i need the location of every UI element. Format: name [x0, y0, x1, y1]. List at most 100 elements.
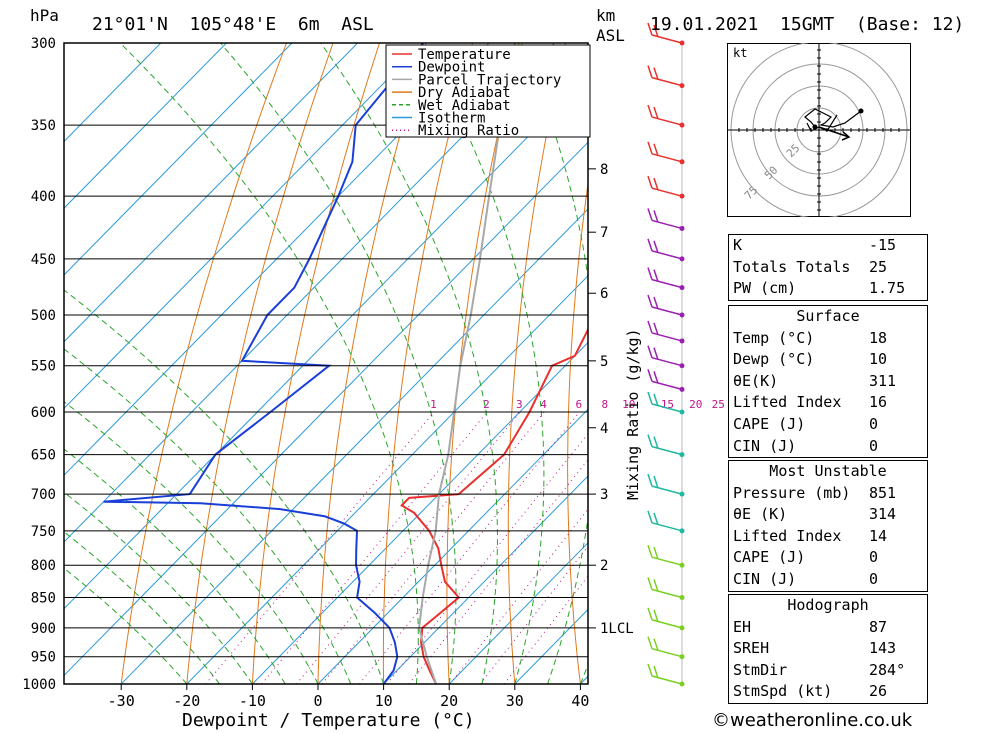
- most-unstable-row: CAPE (J) 0: [733, 548, 879, 567]
- plot-frame: [63, 42, 589, 685]
- wind-barb-dot: [679, 562, 685, 568]
- mixing-ratio-line: [359, 411, 580, 684]
- wind-barb-feather: [653, 579, 659, 592]
- mixing-ratio-line: [296, 411, 521, 684]
- wind-barb-feather: [653, 210, 659, 223]
- wind-barb-dot: [679, 256, 685, 262]
- wind-barb-dot: [679, 225, 685, 231]
- wet-adiabat-line: [320, 43, 499, 684]
- dry-adiabat-line: [681, 25, 712, 684]
- wind-barb-dot: [679, 312, 685, 318]
- wind-barb-dot: [679, 654, 685, 660]
- surface-row: θE(K) 311: [733, 371, 897, 390]
- wet-adiabat-line: [64, 491, 253, 684]
- wet-adiabat-line: [219, 43, 457, 684]
- legend-label: Wet Adiabat: [418, 98, 511, 114]
- wind-barb-feather: [653, 143, 659, 157]
- wind-barb-staff: [651, 187, 683, 197]
- wind-barb-dot: [679, 528, 685, 534]
- hodograph-row: StmDir 284°: [733, 660, 906, 679]
- wind-barb-feather: [653, 393, 659, 407]
- wind-barb-feather: [653, 269, 659, 282]
- wind-barb-feather: [653, 322, 659, 336]
- mixing-ratio-tick-label: 25: [712, 398, 725, 411]
- surface-row: Lifted Index 16: [733, 393, 888, 412]
- legend-label: Isotherm: [418, 111, 485, 127]
- dry-adiabat-line: [120, 43, 288, 684]
- dry-adiabat-line: [186, 43, 334, 684]
- wind-barb-feather: [647, 636, 653, 649]
- most-unstable-row: CIN (J) 0: [733, 569, 879, 588]
- hodograph-start-dot: [812, 124, 818, 130]
- series-line-dewpoint: [103, 43, 424, 684]
- km-label: km: [596, 6, 616, 25]
- wind-barb-staff: [651, 380, 683, 391]
- wind-barb-dot: [679, 193, 685, 199]
- km-tick-label: 2: [600, 558, 608, 574]
- x-tick-label: 40: [571, 692, 589, 710]
- pressure-tick-label: 350: [31, 118, 56, 134]
- wind-barb-feather: [647, 65, 653, 78]
- legend-label: Temperature: [418, 47, 511, 63]
- wind-barb-feather: [653, 475, 659, 489]
- dry-adiabat-line: [382, 43, 474, 684]
- wind-barb-staff: [651, 278, 683, 289]
- wind-barb-feather: [647, 473, 653, 487]
- wind-barb-dot: [679, 159, 685, 165]
- pressure-tick-label: 800: [31, 558, 56, 574]
- most-unstable-title: Most Unstable: [769, 462, 887, 480]
- wind-barb-staff: [651, 219, 683, 230]
- series-line-temperature: [400, 327, 588, 684]
- hodograph-end-dot: [858, 108, 864, 114]
- wind-barb-feather: [647, 104, 653, 118]
- wind-barb-feather: [653, 512, 659, 526]
- wind-barb-dot: [679, 40, 685, 46]
- wind-barb-feather: [653, 665, 659, 679]
- km-tick-label: 4: [600, 421, 608, 437]
- isotherm-line: [64, 74, 588, 610]
- wind-barb-staff: [651, 445, 683, 456]
- isotherm-line: [64, 43, 162, 143]
- pressure-tick-label: 600: [31, 405, 56, 421]
- pressure-tick-label: 950: [31, 650, 56, 666]
- pressure-tick-label: 850: [31, 590, 56, 606]
- wind-barb-feather: [653, 609, 659, 623]
- legend-label: Dewpoint: [418, 60, 485, 76]
- copyright-link[interactable]: ©weatheronline.co.uk: [712, 710, 913, 731]
- wind-barb-dot: [679, 122, 685, 128]
- dry-adiabat-line: [251, 43, 381, 684]
- wind-barb-staff: [651, 675, 683, 685]
- wind-barb-dot: [679, 338, 685, 344]
- hpa-label: hPa: [30, 6, 59, 25]
- x-tick-label: 10: [375, 692, 393, 710]
- dry-adiabat-line: [446, 43, 520, 684]
- pressure-tick-label: 550: [31, 359, 56, 375]
- indices-panel: K -15 Totals Totals 25 PW (cm) 1.75: [728, 234, 928, 301]
- legend-label: Dry Adiabat: [418, 85, 511, 101]
- wet-adiabat-line: [119, 43, 419, 684]
- wet-adiabat-line: [64, 401, 319, 684]
- wind-barb-dot: [679, 491, 685, 497]
- wind-barb-dot: [679, 625, 685, 631]
- wind-barb-feather: [653, 546, 659, 560]
- wind-barb-feather: [647, 663, 653, 677]
- wind-barb-feather: [647, 510, 653, 524]
- wind-barb-feather: [647, 607, 653, 621]
- dry-adiabat-line: [984, 25, 1000, 684]
- mixing-ratio-tick-label: 4: [540, 398, 547, 411]
- isotherm-line: [383, 475, 588, 684]
- most-unstable-row: θE (K) 314: [733, 505, 897, 524]
- pressure-tick-label: 750: [31, 524, 56, 540]
- surface-panel: Surface Temp (°C) 18 Dewp (°C) 10 θE(K) 311…: [728, 305, 928, 459]
- mixing-ratio-axis-label: Mixing Ratio (g/kg): [624, 328, 642, 500]
- mixing-ratio-line: [386, 432, 588, 684]
- wet-adiabat-line: [64, 289, 385, 684]
- wind-barb-dot: [679, 681, 685, 687]
- wind-barb-feather: [653, 177, 659, 191]
- wind-barb-staff: [651, 76, 683, 87]
- isotherm-line: [64, 43, 293, 276]
- mixing-ratio-tick-label: 2: [483, 398, 490, 411]
- dry-adiabat-line: [937, 25, 1000, 684]
- wind-barb-feather: [653, 296, 659, 310]
